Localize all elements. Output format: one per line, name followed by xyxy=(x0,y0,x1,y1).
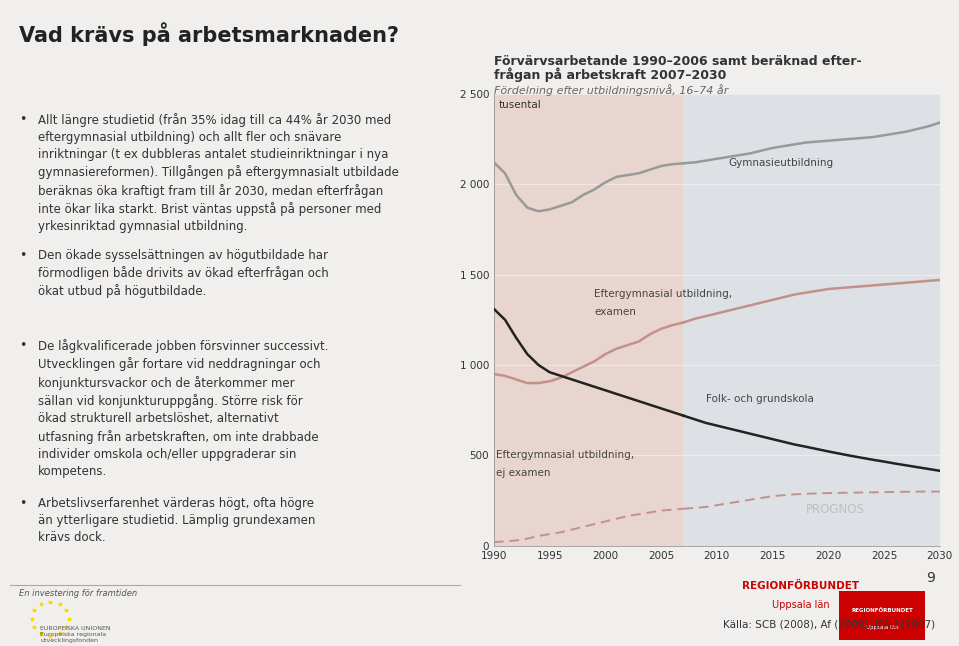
Text: frågan på arbetskraft 2007–2030: frågan på arbetskraft 2007–2030 xyxy=(494,67,726,82)
Text: •: • xyxy=(19,113,27,126)
Text: En investering för framtiden: En investering för framtiden xyxy=(19,589,137,598)
Text: Uppsala län: Uppsala län xyxy=(866,625,899,630)
Text: •: • xyxy=(19,249,27,262)
Text: PROGNOS: PROGNOS xyxy=(806,503,865,517)
Text: tusental: tusental xyxy=(499,100,541,110)
Text: Gymnasieutbildning: Gymnasieutbildning xyxy=(728,158,833,169)
Bar xyxy=(494,94,684,546)
Text: De lågkvalificerade jobben försvinner successivt.
Utvecklingen går fortare vid n: De lågkvalificerade jobben försvinner su… xyxy=(38,339,329,477)
Text: examen: examen xyxy=(595,307,636,317)
Text: Arbetslivserfarenhet värderas högt, ofta högre
än ytterligare studietid. Lämplig: Arbetslivserfarenhet värderas högt, ofta… xyxy=(38,497,316,545)
Text: Förvärvsarbetande 1990–2006 samt beräknad efter-: Förvärvsarbetande 1990–2006 samt beräkna… xyxy=(494,55,861,68)
Text: REGIONFÖRBUNDET: REGIONFÖRBUNDET xyxy=(742,581,859,591)
Text: Fördelning efter utbildningsnivå, 16–74 år: Fördelning efter utbildningsnivå, 16–74 … xyxy=(494,84,728,96)
Text: Källa: SCB (2008), Af (2009), IFAU (2007): Källa: SCB (2008), Af (2009), IFAU (2007… xyxy=(723,620,935,630)
Text: Eftergymnasial utbildning,: Eftergymnasial utbildning, xyxy=(496,450,634,461)
Text: EUROPEISKA UNIONEN
Europeiska regionala
utvecklingsfonden: EUROPEISKA UNIONEN Europeiska regionala … xyxy=(40,626,111,643)
Text: Folk- och grundskola: Folk- och grundskola xyxy=(706,394,813,404)
Text: Vad krävs på arbetsmarknaden?: Vad krävs på arbetsmarknaden? xyxy=(19,23,399,47)
Text: •: • xyxy=(19,497,27,510)
Text: Den ökade sysselsättningen av högutbildade har
förmodligen både drivits av ökad : Den ökade sysselsättningen av högutbilda… xyxy=(38,249,329,298)
Text: 9: 9 xyxy=(926,570,935,585)
Text: REGIONFÖRBUNDET: REGIONFÖRBUNDET xyxy=(852,608,913,613)
Text: •: • xyxy=(19,339,27,352)
Text: ej examen: ej examen xyxy=(496,468,550,477)
Text: Allt längre studietid (från 35% idag till ca 44% år 2030 med
eftergymnasial utbi: Allt längre studietid (från 35% idag til… xyxy=(38,113,399,233)
Text: Eftergymnasial utbildning,: Eftergymnasial utbildning, xyxy=(595,289,733,300)
Text: Uppsala län: Uppsala län xyxy=(772,601,830,610)
